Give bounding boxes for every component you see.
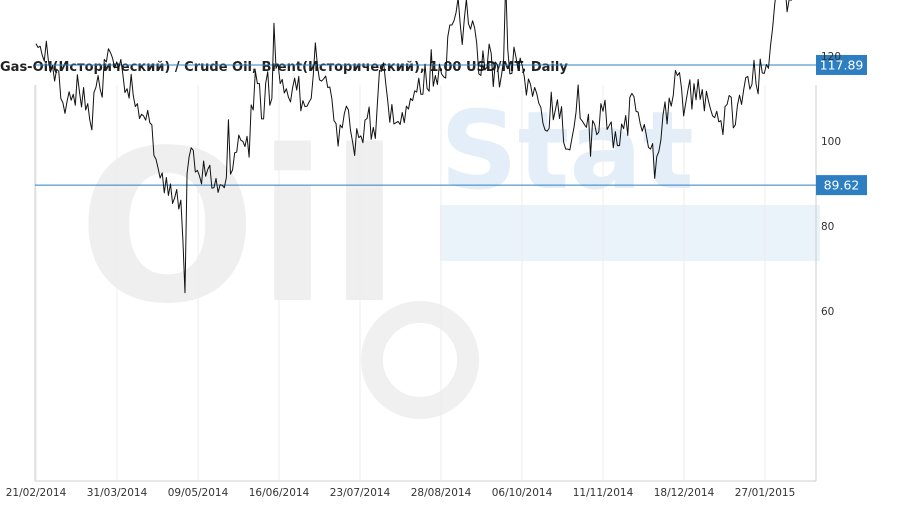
- y-tick-label: 120: [821, 51, 841, 63]
- x-tick-label: 06/10/2014: [492, 487, 553, 499]
- reference-badge-label: 89.62: [824, 178, 860, 193]
- reference-badge: [816, 54, 867, 75]
- reference-badge-label: 117.89: [820, 57, 864, 72]
- y-axis-ticks: 6080100120140: [821, 51, 841, 318]
- y-tick-label: 100: [821, 136, 841, 148]
- x-tick-label: 23/07/2014: [330, 487, 391, 499]
- x-axis-ticks: 21/02/2014 31/03/2014 09/05/2014 16/06/2014…: [6, 487, 796, 499]
- grid-lines: [34, 85, 817, 482]
- watermark-band: [440, 205, 820, 261]
- x-tick-label: 18/12/2014: [654, 487, 715, 499]
- x-tick-label: 31/03/2014: [87, 487, 148, 499]
- x-tick-label: 28/08/2014: [411, 487, 472, 499]
- y-tick-label: 60: [821, 306, 834, 318]
- y-tick-label: 80: [821, 221, 834, 233]
- x-tick-label: 16/06/2014: [249, 487, 310, 499]
- x-tick-label: 21/02/2014: [6, 487, 67, 499]
- reference-badge: [816, 175, 867, 196]
- watermark-logo: Oil Stat: [78, 89, 820, 419]
- watermark-stat-text: Stat: [440, 89, 694, 214]
- x-tick-label: 09/05/2014: [168, 487, 229, 499]
- series-group: [35, 0, 792, 294]
- series-line: [35, 0, 792, 294]
- x-tick-label: 27/01/2015: [735, 487, 796, 499]
- x-tick-label: 11/11/2014: [573, 487, 634, 499]
- watermark-oil-text: Oil: [78, 105, 401, 350]
- watermark-ring: [361, 301, 479, 419]
